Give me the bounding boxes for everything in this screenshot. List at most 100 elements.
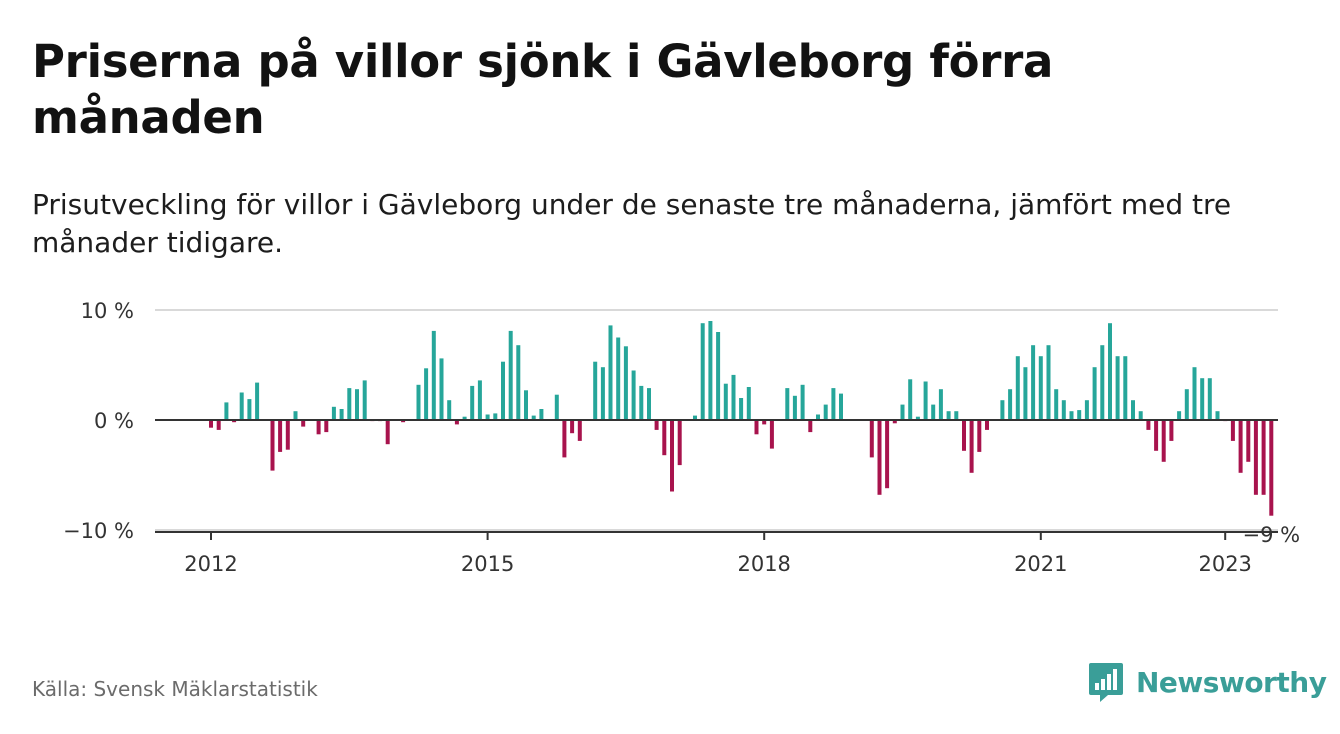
y-tick-label: 0 %	[94, 409, 134, 433]
bar	[285, 420, 290, 450]
bar	[792, 395, 797, 420]
bar	[954, 411, 959, 420]
bar	[1023, 367, 1028, 420]
bar	[969, 420, 974, 473]
bar	[700, 323, 705, 420]
y-tick-label: −10 %	[63, 519, 134, 543]
bar	[746, 387, 751, 420]
bar	[769, 420, 774, 449]
bar	[647, 388, 651, 420]
bar	[209, 420, 213, 428]
bar	[1192, 367, 1197, 420]
bar	[670, 420, 674, 492]
chart-subtitle: Prisutveckling för villor i Gävleborg un…	[32, 188, 1232, 259]
bar	[885, 420, 890, 489]
bar	[639, 385, 644, 420]
bar	[800, 384, 805, 420]
bar	[631, 370, 636, 420]
bar	[1200, 378, 1205, 420]
bar	[762, 420, 767, 425]
bar	[1207, 378, 1212, 420]
bar	[946, 411, 951, 420]
bar	[1108, 323, 1112, 420]
bar	[623, 346, 628, 420]
bar	[677, 420, 682, 466]
bar	[1169, 420, 1174, 441]
bar	[577, 420, 582, 441]
bar	[239, 392, 244, 420]
bar	[1008, 389, 1013, 420]
bar	[431, 330, 436, 420]
bar	[454, 420, 459, 425]
bar	[716, 332, 721, 420]
bar	[708, 321, 713, 420]
bar	[1246, 420, 1251, 462]
bar	[831, 388, 836, 420]
bar	[401, 420, 406, 423]
bar	[1215, 411, 1220, 420]
bar	[508, 330, 513, 420]
bar	[516, 345, 521, 420]
bar	[331, 406, 336, 420]
bar	[869, 420, 874, 458]
bar	[477, 380, 482, 420]
bar	[362, 380, 367, 420]
bar	[539, 409, 544, 420]
bar	[1138, 411, 1143, 420]
bar	[923, 381, 928, 420]
bar	[355, 389, 359, 420]
bar	[1253, 420, 1258, 495]
bar	[278, 420, 283, 452]
bar	[1230, 420, 1235, 441]
newsworthy-chart-bubble-icon	[1089, 663, 1123, 702]
bar	[1054, 389, 1059, 420]
bar	[493, 413, 498, 420]
bar	[1131, 400, 1135, 420]
bar	[977, 420, 982, 452]
bar	[1146, 420, 1151, 430]
bar	[1061, 400, 1066, 420]
bar	[385, 420, 390, 445]
bar	[439, 358, 444, 420]
bar	[908, 379, 913, 420]
bar	[1000, 400, 1005, 420]
y-axis-labels: 10 % 0 % −10 %	[63, 299, 134, 543]
bar	[216, 420, 221, 430]
bar	[1015, 356, 1020, 420]
bar	[1161, 420, 1166, 462]
bar	[232, 420, 237, 423]
bar	[1115, 356, 1120, 420]
chart-title: Priserna på villor sjönk i Gävleborg för…	[32, 35, 1054, 144]
bar	[524, 390, 528, 420]
bar	[1184, 389, 1189, 420]
bar	[1100, 345, 1105, 420]
bar	[693, 415, 697, 420]
bar	[424, 368, 429, 420]
bar	[900, 404, 905, 420]
source-note: Källa: Svensk Mäklarstatistik	[32, 677, 318, 701]
bar	[1092, 367, 1097, 420]
x-tick-label: 2021	[1014, 552, 1067, 576]
bar	[316, 420, 321, 435]
bar	[600, 367, 605, 420]
bar	[654, 420, 659, 430]
bar	[823, 404, 828, 420]
bar	[324, 420, 329, 433]
bars	[209, 321, 1274, 516]
bar	[554, 394, 559, 420]
bar	[562, 420, 567, 458]
bar	[1269, 420, 1274, 516]
bar	[293, 411, 298, 420]
bar-chart: 10 % 0 % −10 % 2012 2015 2018 2021 2023 −9 %	[63, 299, 1300, 576]
bar	[270, 420, 275, 471]
bar	[985, 420, 989, 430]
bar	[616, 337, 621, 420]
bar	[723, 383, 728, 420]
bar	[662, 420, 667, 456]
bar	[501, 361, 505, 420]
x-tick-label: 2018	[737, 552, 790, 576]
bar	[931, 404, 936, 420]
bar	[915, 416, 920, 420]
x-axis: 2012 2015 2018 2021 2023	[155, 531, 1278, 576]
bar	[1238, 420, 1243, 473]
